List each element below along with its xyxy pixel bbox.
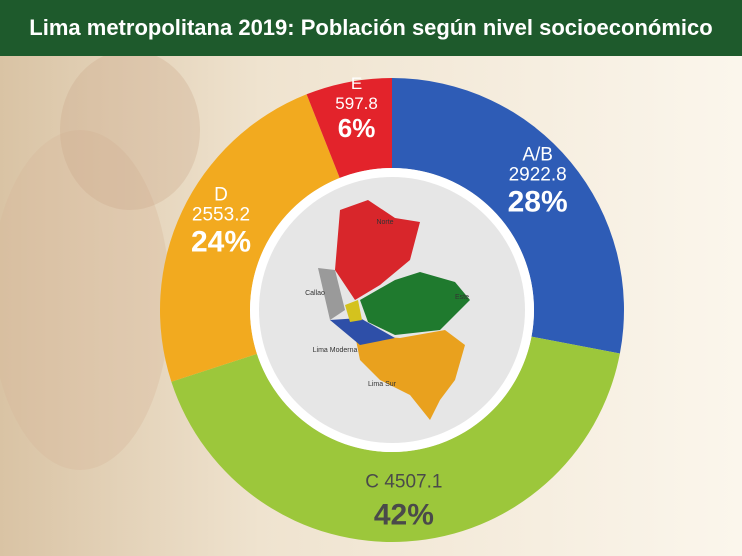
amount-label: 2553.2	[192, 205, 250, 226]
center: Norte Callao Este Lima Moderna Lima Sur	[250, 168, 534, 452]
map-label: Callao	[305, 290, 325, 297]
amount-label: 4507.1	[384, 472, 442, 493]
map-label: Lima Sur	[368, 381, 397, 388]
amount-label: 597.8	[335, 94, 378, 113]
category-label: A/B	[522, 145, 553, 166]
slice-label: C 4507.1	[365, 472, 442, 493]
infographic: Lima metropolitana 2019: Población según…	[0, 0, 742, 556]
chart-title: Lima metropolitana 2019: Población según…	[29, 15, 712, 40]
category-label: E	[351, 74, 362, 93]
category-label: C	[365, 472, 379, 493]
photo-shade	[60, 50, 200, 210]
percent-label: 6%	[338, 113, 376, 143]
percent-label: 28%	[508, 185, 568, 218]
map-label: Este	[455, 294, 469, 301]
percent-label: 42%	[374, 499, 434, 532]
percent-label: 24%	[191, 225, 251, 258]
category-label: D	[214, 185, 228, 206]
amount-label: 2922.8	[509, 165, 567, 186]
map-label: Norte	[376, 219, 393, 226]
map-label: Lima Moderna	[313, 347, 358, 354]
